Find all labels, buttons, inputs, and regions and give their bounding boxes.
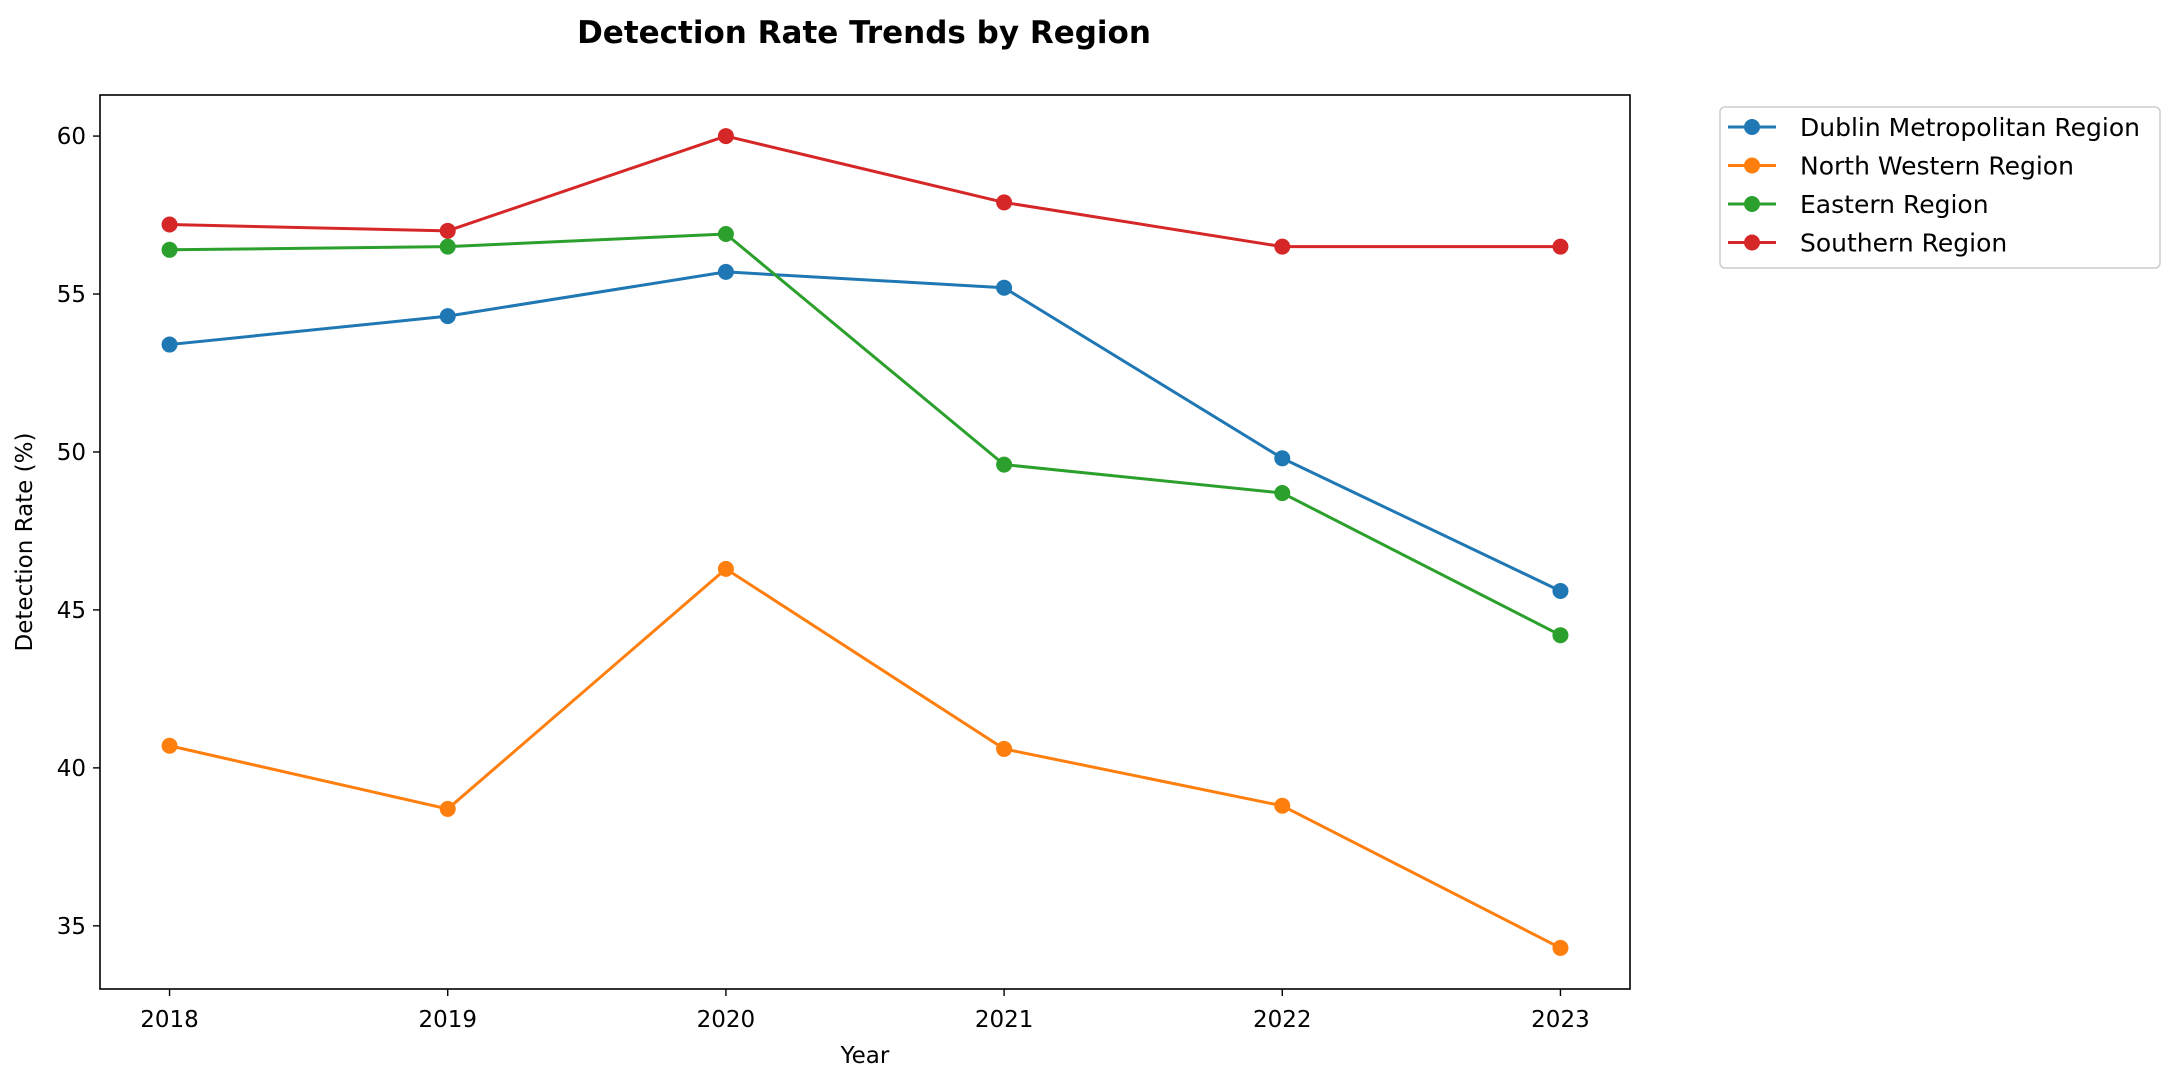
y-axis-label: Detection Rate (%) xyxy=(12,433,38,652)
y-tick-label: 40 xyxy=(57,756,86,782)
data-point xyxy=(161,737,178,754)
x-tick-label: 2018 xyxy=(140,1007,199,1033)
series-dublin-metropolitan-region xyxy=(161,263,1569,599)
legend: Dublin Metropolitan Region North Western … xyxy=(1719,106,2161,269)
legend-label: Eastern Region xyxy=(1800,190,1989,219)
x-axis-label: Year xyxy=(840,1043,890,1069)
data-point xyxy=(439,800,456,817)
series-southern-region xyxy=(161,128,1569,255)
legend-label: Dublin Metropolitan Region xyxy=(1800,113,2140,142)
data-point xyxy=(996,279,1013,296)
data-point xyxy=(996,456,1013,473)
series-line xyxy=(168,567,1562,950)
data-point xyxy=(439,308,456,325)
x-tick-label: 2023 xyxy=(1531,1007,1590,1033)
legend-marker xyxy=(1744,157,1760,174)
data-point xyxy=(1274,238,1291,255)
series-line xyxy=(168,134,1562,249)
data-point xyxy=(717,128,734,145)
data-point xyxy=(161,216,178,233)
data-point xyxy=(1274,797,1291,814)
plot-frame xyxy=(99,94,1631,990)
legend-marker xyxy=(1744,196,1760,212)
legend-frame xyxy=(1719,106,2161,269)
data-point xyxy=(161,241,178,258)
data-point xyxy=(996,194,1013,211)
data-point xyxy=(717,263,734,280)
data-point xyxy=(439,222,456,239)
x-tick-label: 2022 xyxy=(1253,1007,1312,1033)
y-tick-label: 60 xyxy=(57,124,86,150)
data-point xyxy=(717,225,734,242)
y-tick-label: 55 xyxy=(57,282,86,308)
data-point xyxy=(1552,627,1569,644)
x-axis: 2018 2019 2020 2021 2022 2023 xyxy=(140,989,1590,1033)
y-axis: 35 40 45 50 55 60 xyxy=(57,124,100,940)
chart-title: Detection Rate Trends by Region xyxy=(577,15,1151,51)
y-tick-label: 45 xyxy=(57,598,86,624)
data-point xyxy=(1552,238,1569,255)
data-point xyxy=(996,740,1013,757)
series-line xyxy=(168,270,1562,593)
x-tick-label: 2020 xyxy=(697,1007,756,1033)
data-point xyxy=(717,560,734,577)
legend-marker xyxy=(1744,119,1760,135)
series-line xyxy=(168,232,1562,637)
y-tick-label: 35 xyxy=(57,914,86,940)
series-eastern-region xyxy=(161,225,1569,644)
data-point xyxy=(439,238,456,255)
data-point xyxy=(1552,939,1569,956)
data-point xyxy=(161,336,178,353)
data-point xyxy=(1274,485,1291,502)
y-tick-label: 50 xyxy=(57,440,86,466)
legend-label: North Western Region xyxy=(1800,152,2074,181)
series-north-western-region xyxy=(161,560,1569,956)
x-tick-label: 2021 xyxy=(975,1007,1034,1033)
x-tick-label: 2019 xyxy=(418,1007,477,1033)
data-point xyxy=(1552,582,1569,599)
legend-label: Southern Region xyxy=(1800,229,2007,258)
data-point xyxy=(1274,450,1291,467)
series-layer xyxy=(161,128,1569,956)
legend-marker xyxy=(1744,234,1760,251)
